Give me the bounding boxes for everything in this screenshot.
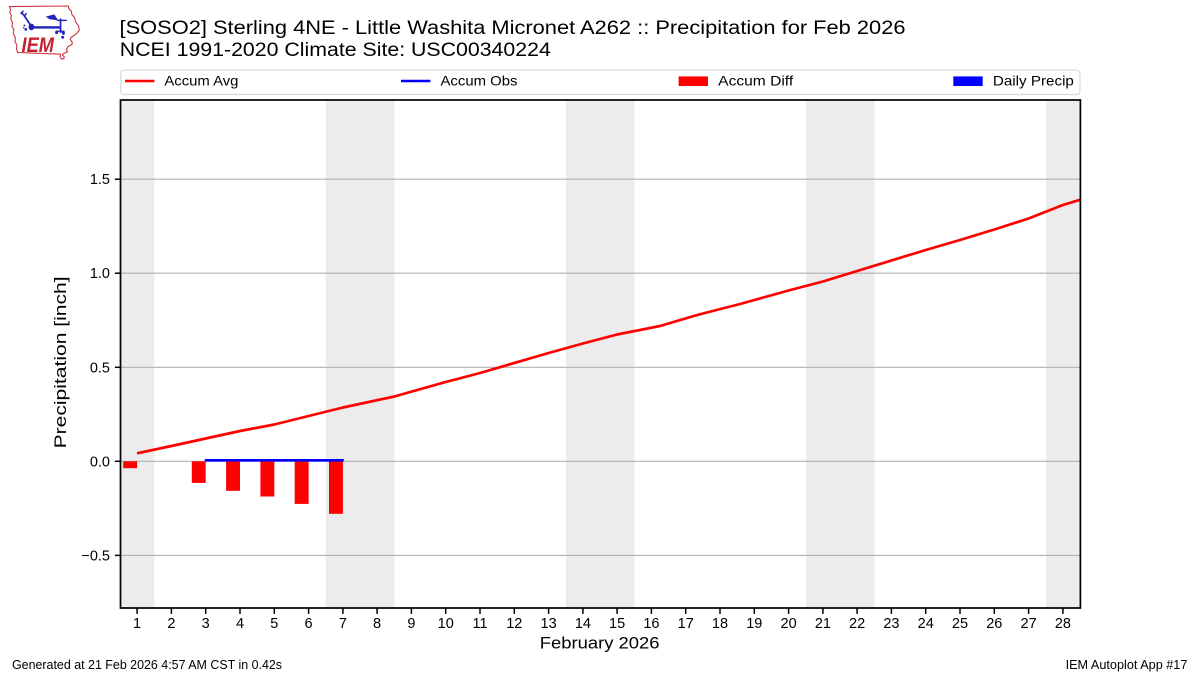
svg-text:5: 5 (270, 616, 278, 632)
svg-text:Generated at 21 Feb 2026 4:57: Generated at 21 Feb 2026 4:57 AM CST in … (12, 658, 282, 672)
svg-text:23: 23 (883, 616, 899, 632)
svg-text:February 2026: February 2026 (540, 633, 660, 652)
svg-text:IEM: IEM (22, 33, 55, 57)
svg-text:9: 9 (407, 616, 415, 632)
svg-text:[SOSO2] Sterling 4NE - Little: [SOSO2] Sterling 4NE - Little Washita Mi… (120, 18, 906, 39)
svg-text:IEM Autoplot App #17: IEM Autoplot App #17 (1066, 658, 1188, 672)
svg-text:Daily Precip: Daily Precip (993, 73, 1074, 88)
svg-text:1.0: 1.0 (90, 266, 110, 282)
svg-text:1.5: 1.5 (90, 172, 110, 188)
svg-text:6: 6 (305, 616, 313, 632)
svg-text:18: 18 (712, 616, 728, 632)
svg-text:Precipitation [inch]: Precipitation [inch] (52, 276, 70, 448)
svg-text:4: 4 (236, 616, 244, 632)
svg-text:Accum Avg: Accum Avg (164, 73, 238, 88)
svg-text:NCEI 1991-2020 Climate Site: U: NCEI 1991-2020 Climate Site: USC00340224 (120, 40, 551, 61)
svg-text:25: 25 (952, 616, 968, 632)
svg-text:13: 13 (541, 616, 557, 632)
svg-text:14: 14 (575, 616, 591, 632)
svg-text:10: 10 (438, 616, 454, 632)
svg-text:Accum Obs: Accum Obs (441, 73, 518, 88)
svg-text:20: 20 (781, 616, 797, 632)
svg-text:7: 7 (339, 616, 347, 632)
svg-text:12: 12 (506, 616, 522, 632)
svg-text:Accum Diff: Accum Diff (718, 73, 793, 88)
svg-text:1: 1 (133, 616, 141, 632)
svg-text:24: 24 (918, 616, 934, 632)
svg-text:19: 19 (746, 616, 762, 632)
svg-text:21: 21 (815, 616, 831, 632)
svg-text:−0.5: −0.5 (81, 548, 110, 564)
svg-text:0.0: 0.0 (90, 454, 110, 470)
svg-text:16: 16 (643, 616, 659, 632)
svg-text:22: 22 (849, 616, 865, 632)
svg-text:11: 11 (472, 616, 487, 632)
svg-text:26: 26 (986, 616, 1002, 632)
svg-text:28: 28 (1055, 616, 1071, 632)
svg-text:17: 17 (678, 616, 694, 632)
svg-text:2: 2 (167, 616, 175, 632)
svg-text:15: 15 (609, 616, 625, 632)
svg-text:3: 3 (202, 616, 210, 632)
svg-text:0.5: 0.5 (90, 360, 110, 376)
svg-text:27: 27 (1021, 616, 1037, 632)
svg-text:8: 8 (373, 616, 381, 632)
